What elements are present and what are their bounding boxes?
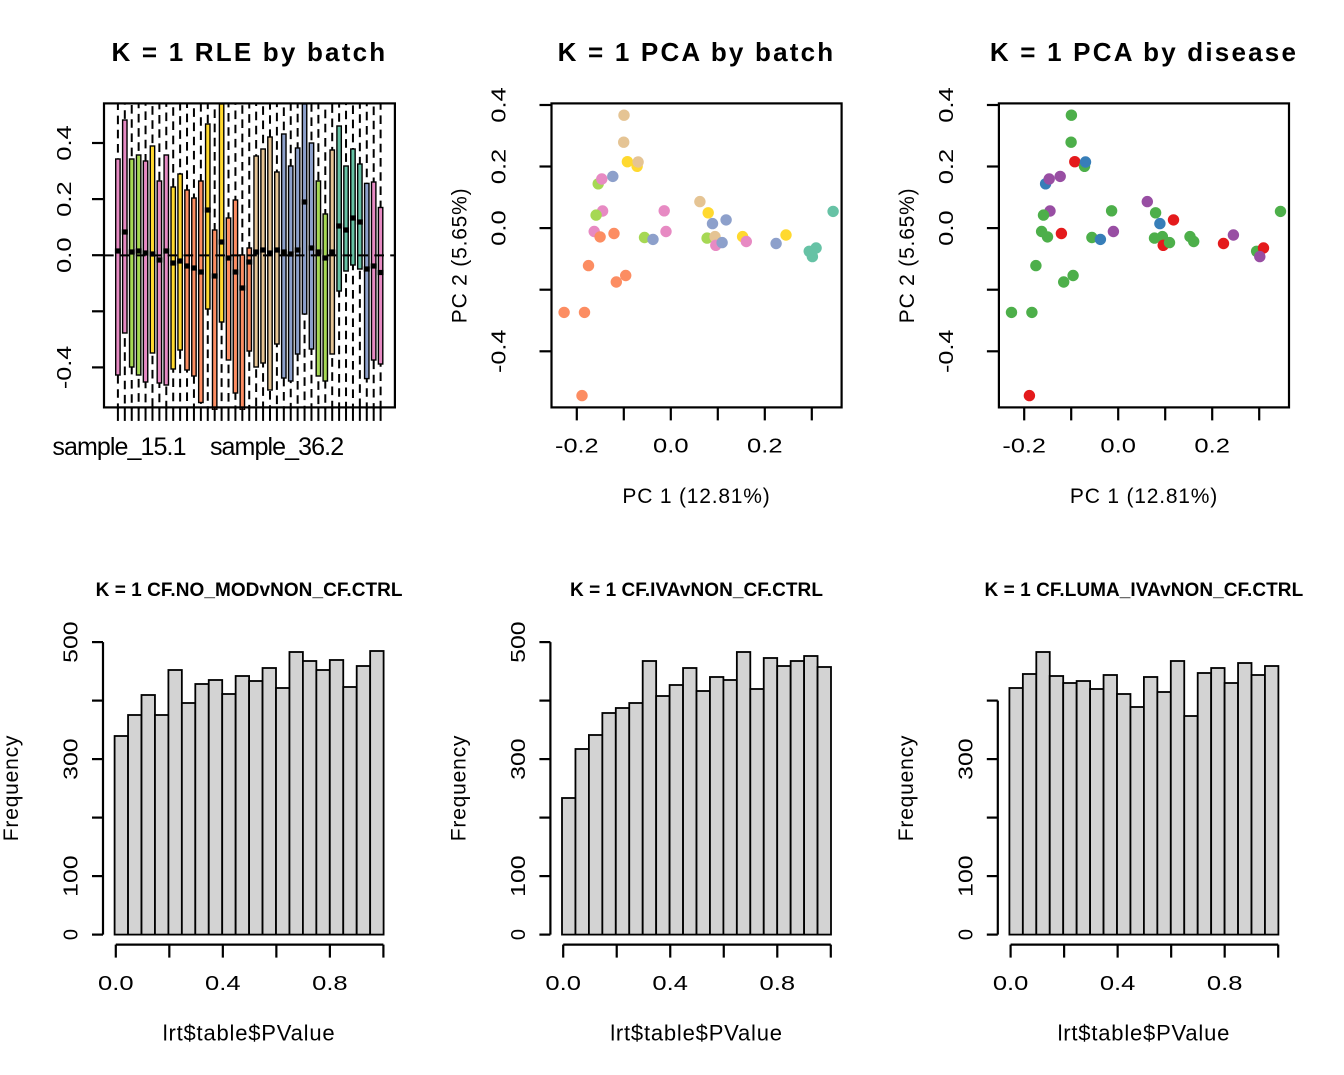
svg-text:500: 500 [61, 621, 83, 663]
svg-text:0.4: 0.4 [54, 125, 76, 161]
svg-text:K = 1 PCA by batch: K = 1 PCA by batch [558, 37, 836, 67]
svg-text:PC 2 (5.65%): PC 2 (5.65%) [449, 188, 472, 324]
svg-text:0.2: 0.2 [54, 181, 76, 217]
svg-text:100: 100 [955, 855, 977, 897]
svg-text:PC 1 (12.81%): PC 1 (12.81%) [1070, 485, 1218, 508]
svg-text:0.0: 0.0 [1100, 436, 1136, 458]
svg-text:300: 300 [508, 738, 530, 780]
svg-text:0.2: 0.2 [747, 436, 783, 458]
svg-text:PC 1 (12.81%): PC 1 (12.81%) [622, 485, 770, 508]
svg-text:K = 1 CF.NO_MODvNON_CF.CTRL: K = 1 CF.NO_MODvNON_CF.CTRL [96, 580, 403, 601]
svg-text:0.0: 0.0 [936, 210, 958, 246]
svg-text:K = 1 RLE by batch: K = 1 RLE by batch [111, 37, 387, 67]
svg-text:sample_15.1: sample_15.1 [52, 433, 185, 461]
svg-text:0: 0 [61, 929, 83, 940]
svg-text:500: 500 [508, 621, 530, 663]
svg-text:100: 100 [508, 855, 530, 897]
svg-text:-0.2: -0.2 [1002, 436, 1046, 458]
svg-text:0.0: 0.0 [98, 973, 134, 995]
svg-text:0.2: 0.2 [1194, 436, 1230, 458]
svg-text:K = 1 CF.IVAvNON_CF.CTRL: K = 1 CF.IVAvNON_CF.CTRL [570, 580, 823, 601]
svg-text:0.0: 0.0 [489, 210, 511, 246]
svg-text:K = 1 CF.LUMA_IVAvNON_CF.CTRL: K = 1 CF.LUMA_IVAvNON_CF.CTRL [985, 580, 1304, 601]
svg-text:lrt$table$PValue: lrt$table$PValue [163, 1021, 336, 1046]
svg-text:0.8: 0.8 [312, 973, 348, 995]
svg-text:300: 300 [61, 738, 83, 780]
svg-text:0.0: 0.0 [653, 436, 689, 458]
svg-text:0: 0 [508, 929, 530, 940]
svg-text:-0.2: -0.2 [555, 436, 599, 458]
svg-text:0.4: 0.4 [205, 973, 241, 995]
svg-text:0: 0 [955, 929, 977, 940]
svg-text:0.0: 0.0 [545, 973, 581, 995]
svg-text:0.4: 0.4 [936, 87, 958, 123]
svg-text:Frequency: Frequency [895, 735, 918, 841]
svg-text:sample_36.2: sample_36.2 [210, 433, 343, 461]
svg-text:lrt$table$PValue: lrt$table$PValue [1058, 1021, 1231, 1046]
svg-text:0.0: 0.0 [993, 973, 1029, 995]
svg-text:Frequency: Frequency [447, 735, 470, 841]
svg-text:0.4: 0.4 [1100, 973, 1136, 995]
svg-text:-0.4: -0.4 [54, 346, 76, 390]
svg-text:0.2: 0.2 [936, 149, 958, 185]
svg-text:-0.4: -0.4 [936, 330, 958, 374]
svg-text:lrt$table$PValue: lrt$table$PValue [610, 1021, 783, 1046]
svg-text:0.0: 0.0 [54, 237, 76, 273]
svg-text:0.4: 0.4 [652, 973, 688, 995]
svg-text:300: 300 [955, 738, 977, 780]
svg-text:-0.4: -0.4 [489, 330, 511, 374]
svg-text:100: 100 [61, 855, 83, 897]
svg-text:0.2: 0.2 [489, 149, 511, 185]
svg-text:0.4: 0.4 [489, 87, 511, 123]
svg-text:0.8: 0.8 [1207, 973, 1243, 995]
svg-text:Frequency: Frequency [0, 735, 23, 841]
svg-text:K = 1 PCA by disease: K = 1 PCA by disease [990, 37, 1298, 67]
svg-text:PC 2 (5.65%): PC 2 (5.65%) [896, 188, 919, 324]
svg-text:0.8: 0.8 [760, 973, 796, 995]
